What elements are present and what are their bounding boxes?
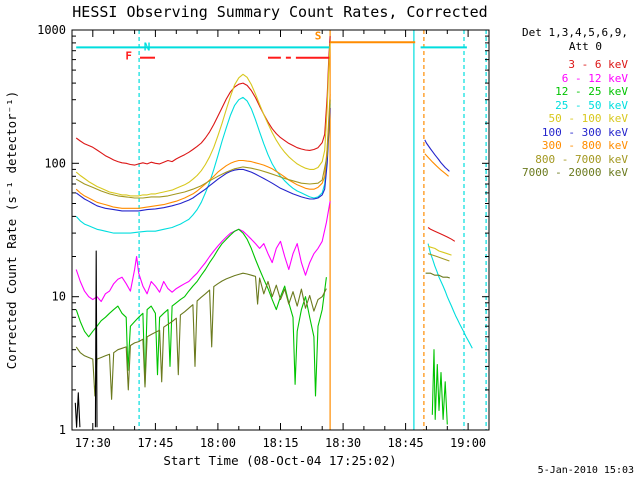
- x-axis-label: Start Time (08-Oct-04 17:25:02): [163, 453, 396, 468]
- x-tick-label: 17:30: [75, 436, 111, 450]
- legend-detectors: Det 1,3,4,5,6,9,: [522, 26, 628, 39]
- eclipse-night-flag-label: N: [144, 41, 151, 54]
- series-25-50-kev: [75, 96, 331, 234]
- y-axis-label: Corrected Count Rate (s⁻¹ detector⁻¹): [4, 91, 19, 369]
- legend-entry: 25 - 50 keV: [555, 98, 628, 112]
- legend-entry: 7000 - 20000 keV: [522, 166, 628, 179]
- legend: Det 1,3,4,5,6,9, Att 0 3 - 6 keV 6 - 12 k…: [522, 26, 628, 180]
- series-800-7000-kev: [427, 253, 450, 262]
- x-tick-label: 18:30: [325, 436, 361, 450]
- plot-area: NF S 1 10 100 1000 17:30 17:45 18:00 18:15 18:30 18…: [37, 23, 490, 450]
- legend-entries: 3 - 6 keV 6 - 12 keV 12 - 25 keV 25 - 50 ke…: [522, 58, 628, 180]
- series-3-6-kev: [75, 36, 331, 166]
- x-tick-label: 19:00: [450, 436, 486, 450]
- y-tick-label: 1: [59, 423, 66, 437]
- series-300-800-kev: [424, 153, 449, 177]
- saa-flag-label: S: [315, 29, 322, 42]
- series-800-7000-kev: [75, 99, 331, 199]
- created-timestamp: 5-Jan-2010 15:03: [538, 465, 634, 476]
- legend-entry: 12 - 25 keV: [555, 85, 628, 98]
- legend-entry: 50 - 100 keV: [548, 112, 628, 125]
- legend-entry: 300 - 800 keV: [541, 139, 628, 152]
- series-unlabeled-black-trace: [74, 392, 81, 428]
- series-100-300-kev: [424, 139, 450, 172]
- legend-entry: 6 - 12 keV: [561, 71, 628, 85]
- series-7000-20000-kev: [75, 272, 327, 400]
- series-12-25-kev: [75, 228, 327, 397]
- series-50-100-kev: [427, 245, 452, 256]
- legend-attenuator: Att 0: [568, 39, 602, 53]
- series-12-25-kev: [431, 349, 448, 425]
- series-25-50-kev: [427, 243, 473, 349]
- plot-frame: [71, 29, 490, 431]
- series-7000-20000-kev: [425, 272, 450, 279]
- series-100-300-kev: [75, 107, 331, 212]
- legend-entry: 100 - 300 keV: [541, 125, 628, 139]
- x-tick-label: 18:15: [262, 436, 298, 450]
- legend-entry: 800 - 7000 keV: [535, 152, 628, 166]
- legend-entry: 3 - 6 keV: [568, 58, 628, 71]
- y-tick-label: 1000: [37, 23, 66, 37]
- series-unlabeled-black-trace: [94, 250, 98, 428]
- series-300-800-kev: [75, 94, 331, 209]
- series-3-6-kev: [427, 227, 456, 242]
- x-tick-label: 18:00: [200, 436, 236, 450]
- x-tick-label: 17:45: [137, 436, 173, 450]
- y-tick-label: 10: [52, 290, 66, 304]
- series-50-100-kev: [75, 42, 331, 197]
- x-tick-label: 18:45: [388, 436, 424, 450]
- chart-title: HESSI Observing Summary Count Rates, Cor…: [72, 3, 487, 21]
- series-6-12-kev: [75, 201, 331, 303]
- y-tick-label: 100: [44, 156, 66, 170]
- flare-flag-label: F: [125, 50, 132, 63]
